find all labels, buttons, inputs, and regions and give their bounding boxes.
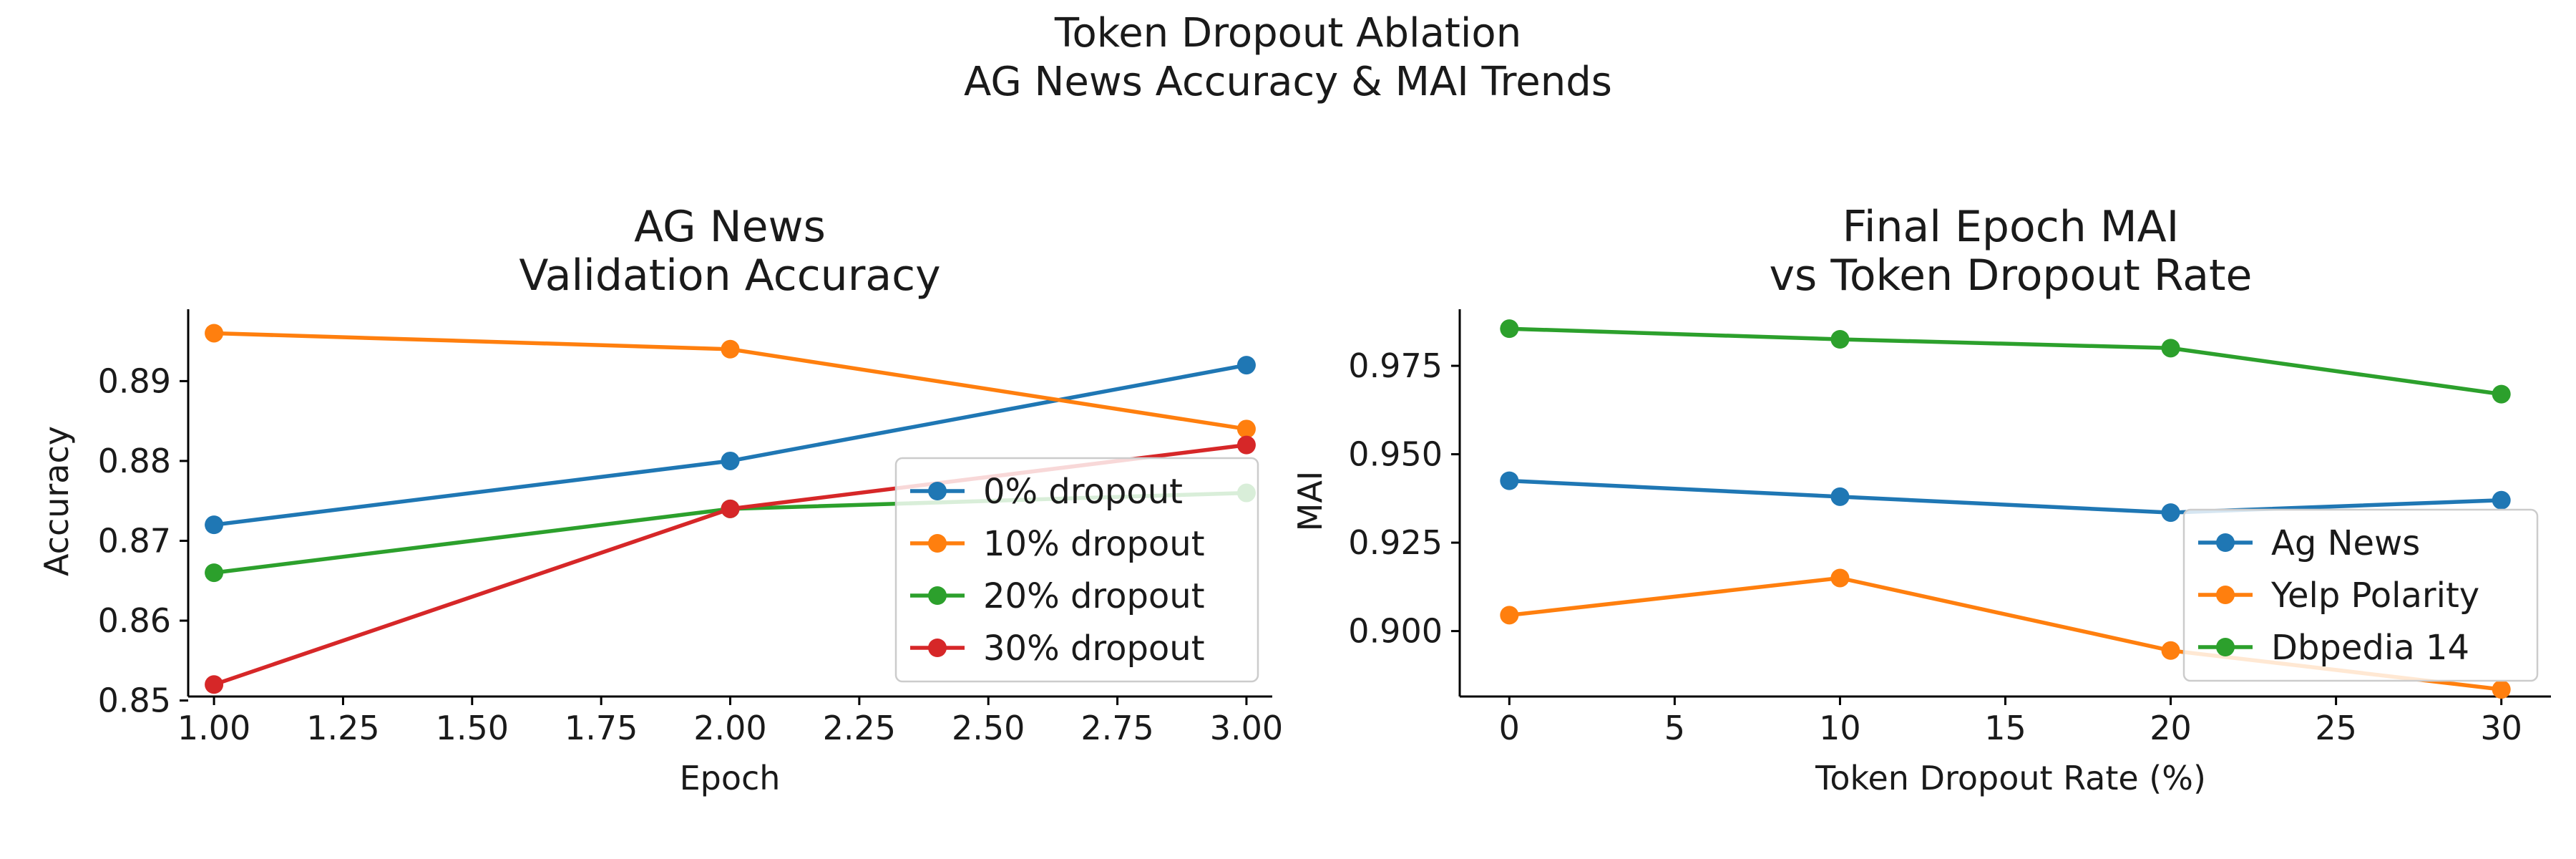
- accuracy-chart-xlabel: Epoch: [680, 759, 781, 797]
- mai-data-point-yelp-polarity: [2161, 641, 2180, 660]
- accuracy-legend-label: 10% dropout: [983, 524, 1205, 564]
- accuracy-data-point-30-dropout: [721, 499, 740, 518]
- figure-suptitle-line2: AG News Accuracy & MAI Trends: [964, 59, 1612, 105]
- accuracy-legend-label: 0% dropout: [983, 472, 1183, 512]
- mai-series-line-ag-news: [1509, 478, 2502, 515]
- mai-data-point-dbpedia-14: [2492, 384, 2511, 404]
- mai-chart-title-line2: vs Token Dropout Rate: [1770, 251, 2253, 301]
- accuracy-x-tick-label: 1.00: [177, 709, 250, 747]
- accuracy-data-point-0-dropout: [721, 451, 740, 470]
- accuracy-x-tick-label: 2.25: [823, 709, 896, 747]
- accuracy-y-tick-label: 0.86: [98, 601, 171, 640]
- accuracy-x-tick-label: 1.75: [565, 709, 638, 747]
- mai-data-point-dbpedia-14: [2161, 339, 2180, 358]
- accuracy-chart-ylabel: Accuracy: [37, 426, 76, 576]
- mai-legend-label: Yelp Polarity: [2270, 576, 2479, 616]
- mai-y-tick-label: 0.975: [1348, 346, 1443, 385]
- mai-x-tick-label: 25: [2315, 709, 2357, 747]
- accuracy-legend-box: [894, 457, 1259, 683]
- mai-chart-ylabel: MAI: [1291, 471, 1330, 532]
- mai-y-tick-label: 0.950: [1348, 435, 1443, 474]
- mai-data-point-yelp-polarity: [1500, 606, 1519, 625]
- accuracy-y-tick-label: 0.88: [98, 442, 171, 480]
- mai-y-tick-label: 0.925: [1348, 523, 1443, 562]
- mai-legend-label: Ag News: [2271, 523, 2420, 563]
- mai-x-tick-label: 5: [1664, 709, 1685, 747]
- accuracy-x-tick-label: 1.50: [436, 709, 509, 747]
- accuracy-data-point-30-dropout: [1236, 435, 1256, 455]
- mai-chart-xlabel: Token Dropout Rate (%): [1815, 759, 2206, 797]
- mai-legend-swatch-marker: [2216, 533, 2235, 552]
- mai-chart-panel: Final Epoch MAI vs Token Dropout Rate To…: [1291, 202, 2551, 797]
- accuracy-y-tick-label: 0.87: [98, 521, 171, 560]
- accuracy-data-point-10-dropout: [205, 324, 224, 343]
- accuracy-y-tick-label: 0.89: [98, 361, 171, 400]
- mai-x-tick-label: 0: [1499, 709, 1520, 747]
- mai-data-point-dbpedia-14: [1830, 329, 1850, 349]
- mai-legend-label: Dbpedia 14: [2271, 628, 2469, 668]
- accuracy-legend-swatch-marker: [928, 534, 947, 553]
- accuracy-legend-label: 20% dropout: [983, 576, 1205, 616]
- accuracy-legend-swatch-marker: [928, 482, 947, 500]
- mai-data-point-yelp-polarity: [1830, 568, 1850, 588]
- accuracy-chart-title-line1: AG News: [634, 202, 826, 252]
- accuracy-chart-title-line2: Validation Accuracy: [519, 251, 940, 301]
- mai-x-tick-label: 20: [2150, 709, 2192, 747]
- accuracy-data-point-10-dropout: [1236, 419, 1256, 439]
- accuracy-data-point-0-dropout: [1236, 356, 1256, 375]
- mai-data-point-ag-news: [1830, 487, 1850, 506]
- accuracy-legend: 0% dropout 10% dropout 20% dropout 30% drop…: [894, 457, 1259, 683]
- accuracy-y-tick-label: 0.85: [98, 681, 171, 720]
- mai-x-tick-label: 15: [1984, 709, 2026, 747]
- accuracy-chart-panel: AG News Validation Accuracy Epoch Accura…: [37, 202, 1283, 797]
- accuracy-legend-label: 30% dropout: [983, 629, 1205, 669]
- accuracy-x-tick-label: 1.25: [306, 709, 379, 747]
- accuracy-x-tick-label: 3.00: [1210, 709, 1283, 747]
- accuracy-data-point-20-dropout: [205, 563, 224, 583]
- accuracy-x-tick-label: 2.00: [693, 709, 766, 747]
- accuracy-data-point-10-dropout: [721, 339, 740, 359]
- accuracy-data-point-0-dropout: [205, 515, 224, 535]
- accuracy-legend-swatch-marker: [928, 639, 947, 657]
- mai-legend-box: [2182, 508, 2539, 682]
- accuracy-x-tick-label: 2.50: [952, 709, 1025, 747]
- mai-y-tick-label: 0.900: [1348, 612, 1443, 651]
- accuracy-data-point-30-dropout: [205, 675, 224, 694]
- accuracy-legend-swatch-marker: [928, 586, 947, 605]
- mai-x-tick-label: 30: [2480, 709, 2522, 747]
- mai-legend: Ag News Yelp Polarity Dbpedia 14: [2182, 508, 2539, 682]
- accuracy-x-tick-label: 2.75: [1080, 709, 1153, 747]
- mai-data-point-dbpedia-14: [1500, 319, 1519, 339]
- mai-data-point-ag-news: [2492, 490, 2511, 510]
- mai-chart-title-line1: Final Epoch MAI: [1843, 202, 2180, 252]
- mai-data-point-ag-news: [2161, 503, 2180, 523]
- figure-suptitle-line1: Token Dropout Ablation: [1054, 10, 1521, 57]
- mai-data-point-ag-news: [1500, 471, 1519, 490]
- mai-series-line-dbpedia-14: [1509, 326, 2502, 397]
- mai-legend-swatch-marker: [2216, 638, 2235, 656]
- mai-data-point-yelp-polarity: [2492, 680, 2511, 699]
- mai-x-tick-label: 10: [1819, 709, 1861, 747]
- mai-legend-swatch-marker: [2216, 586, 2235, 604]
